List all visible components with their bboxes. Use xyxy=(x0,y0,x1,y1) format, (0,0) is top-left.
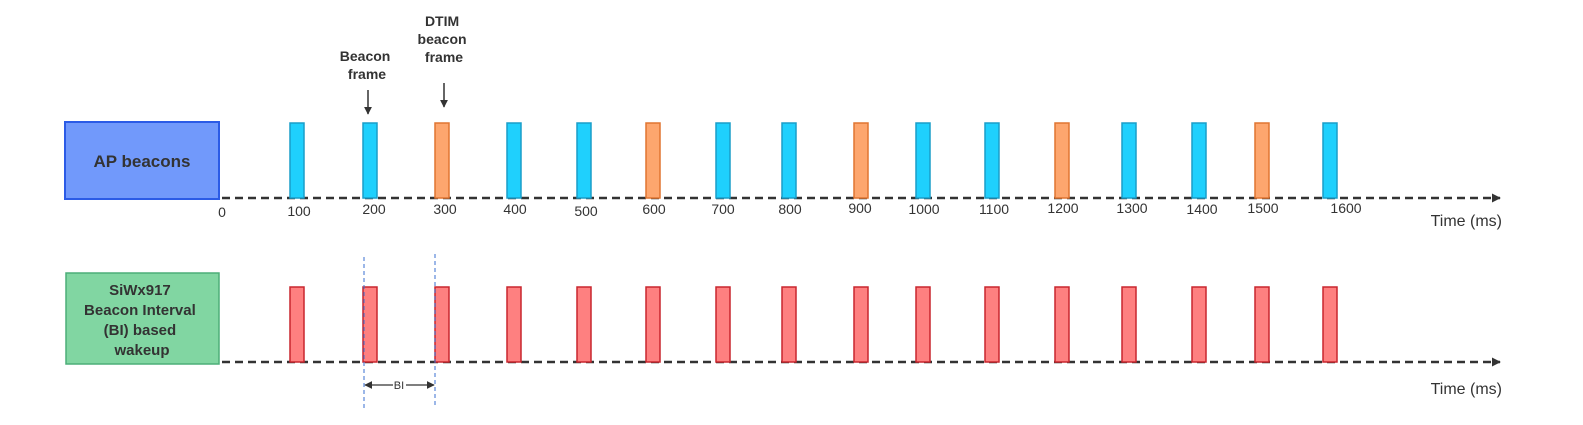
siwx917-wakeup-label: SiWx917 Beacon Interval (BI) based wakeu… xyxy=(84,282,200,359)
sta-label-line: wakeup xyxy=(113,342,169,359)
time-tick-label: 100 xyxy=(287,203,311,219)
beacon-frame xyxy=(715,122,731,199)
beacon-frame xyxy=(289,122,305,199)
time-tick-label: 0 xyxy=(218,204,226,220)
beacon-frame xyxy=(576,122,592,199)
time-tick-label: 1400 xyxy=(1186,201,1217,217)
time-tick-label: 700 xyxy=(711,201,735,217)
wakeup-frame xyxy=(576,286,592,363)
dtim-beacon-frame xyxy=(1254,122,1270,199)
dtim-beacon-frame xyxy=(434,122,450,199)
ap-axis-title: Time (ms) xyxy=(1431,213,1502,230)
callout-line: frame xyxy=(425,49,463,65)
wakeup-frame xyxy=(915,286,931,363)
beacon-frame xyxy=(506,122,522,199)
wakeup-frame xyxy=(853,286,869,363)
wakeup-frame xyxy=(1254,286,1270,363)
time-tick-label: 200 xyxy=(362,201,386,217)
sta-label-line: SiWx917 xyxy=(109,282,171,299)
time-tick-label: 1000 xyxy=(908,201,939,217)
beacon-frame xyxy=(915,122,931,199)
callout-line: Beacon xyxy=(340,48,391,64)
callout-line: frame xyxy=(348,66,386,82)
time-tick-label: 500 xyxy=(574,203,598,219)
wakeup-frame xyxy=(434,286,450,363)
sta-label-line: (BI) based xyxy=(104,322,177,339)
beacon-frame xyxy=(1322,122,1338,199)
callout-line: DTIM xyxy=(425,13,459,29)
beacon-frame xyxy=(362,122,378,199)
bi-label: BI xyxy=(394,380,404,392)
time-tick-label: 1300 xyxy=(1116,200,1147,216)
time-tick-label: 1200 xyxy=(1047,200,1078,216)
wakeup-frame xyxy=(1054,286,1070,363)
callout-line: beacon xyxy=(418,31,467,47)
beacon-frame xyxy=(984,122,1000,199)
time-tick-label: 900 xyxy=(848,200,872,216)
beacon-frame-callout: Beacon frame xyxy=(340,48,394,82)
sta-wakeup-frames xyxy=(289,286,1338,363)
time-tick-label: 300 xyxy=(433,201,457,217)
sta-axis-title: Time (ms) xyxy=(1431,381,1502,398)
beacon-frame xyxy=(1191,122,1207,199)
siwx917-wakeup-box xyxy=(65,272,220,365)
wakeup-frame xyxy=(1121,286,1137,363)
dtim-beacon-frame-callout: DTIM beacon frame xyxy=(418,13,471,65)
beacon-frame xyxy=(781,122,797,199)
time-tick-label: 1100 xyxy=(979,201,1009,217)
wakeup-frame xyxy=(781,286,797,363)
dtim-beacon-frame xyxy=(645,122,661,199)
time-tick-label: 1600 xyxy=(1330,200,1361,216)
dtim-beacon-frame xyxy=(1054,122,1070,199)
sta-label-line: Beacon Interval xyxy=(84,302,196,319)
wakeup-frame xyxy=(715,286,731,363)
wakeup-frame xyxy=(984,286,1000,363)
ap-beacon-frames xyxy=(289,122,1338,199)
wakeup-frame xyxy=(362,286,378,363)
ap-beacons-box xyxy=(64,121,220,200)
wakeup-frame xyxy=(1191,286,1207,363)
time-tick-label: 400 xyxy=(503,201,527,217)
time-tick-label: 1500 xyxy=(1247,200,1278,216)
wakeup-frame xyxy=(506,286,522,363)
time-tick-labels: 0 100 200 300 400 500 600 700 800 900 1000 1100 1200… xyxy=(218,200,1362,220)
wakeup-frame xyxy=(289,286,305,363)
wakeup-frame xyxy=(1322,286,1338,363)
ap-beacons-label: AP beacons xyxy=(93,152,190,171)
beacon-frame xyxy=(1121,122,1137,199)
dtim-beacon-frame xyxy=(853,122,869,199)
time-tick-label: 600 xyxy=(642,201,666,217)
wakeup-frame xyxy=(645,286,661,363)
time-tick-label: 800 xyxy=(778,201,802,217)
